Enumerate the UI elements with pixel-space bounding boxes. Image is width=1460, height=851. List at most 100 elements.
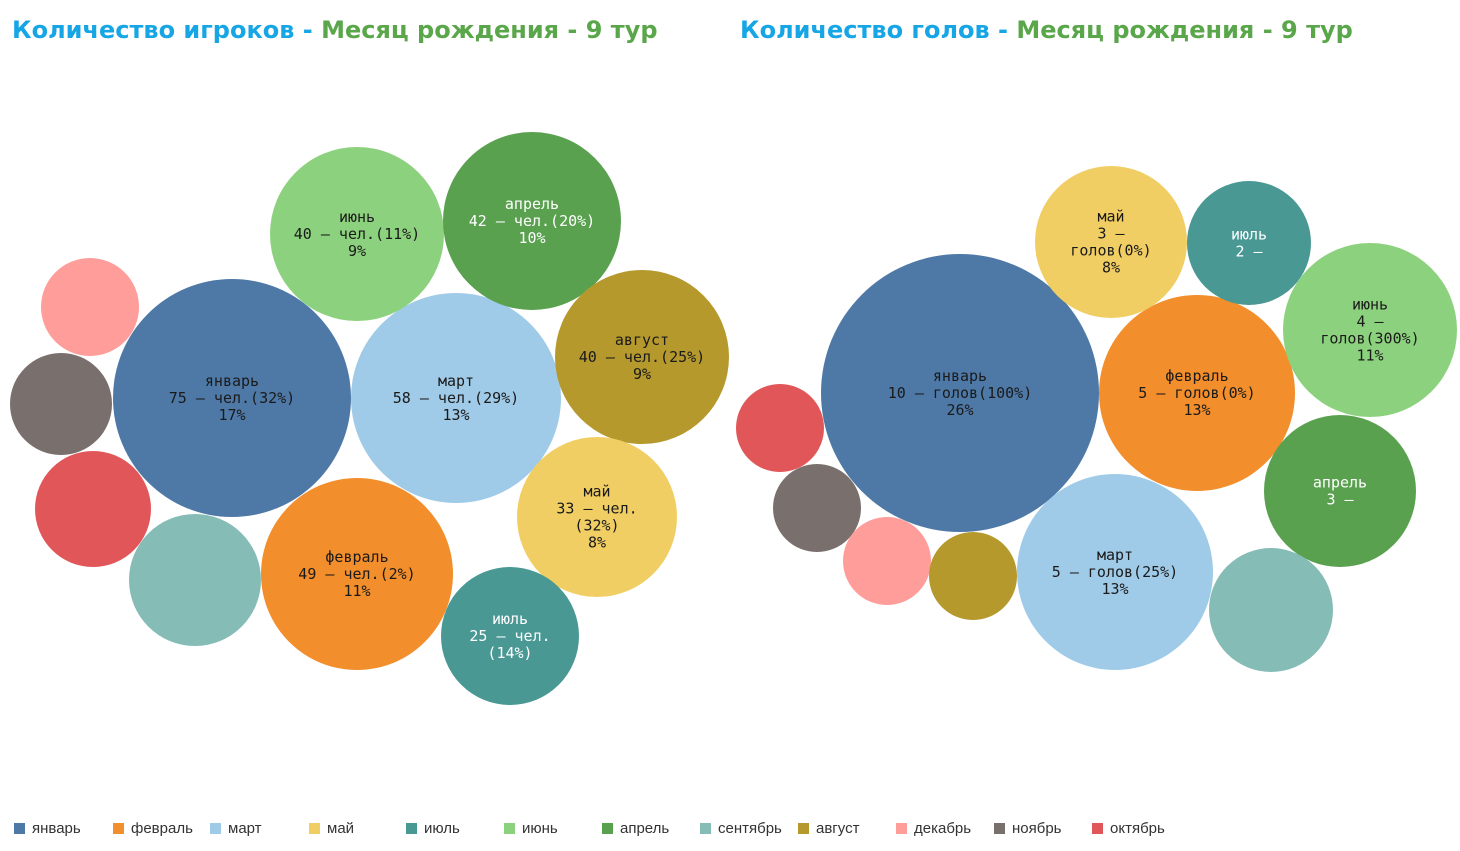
bubble-label: 75 – чел.(32%)	[169, 389, 295, 407]
legend-label: октябрь	[1110, 820, 1165, 837]
bubble-март[interactable]	[1017, 474, 1213, 670]
bubble-декабрь[interactable]	[41, 258, 139, 356]
bubble-label: июль	[492, 610, 528, 628]
legend-label: август	[816, 820, 860, 837]
bubble-label: 10 – голов(100%)	[888, 384, 1033, 402]
legend-label: сентябрь	[718, 820, 782, 837]
legend-swatch	[309, 823, 320, 834]
bubble-май[interactable]	[517, 437, 677, 597]
bubble-label: 13%	[1101, 580, 1128, 598]
bubble-label: июнь	[339, 208, 375, 226]
bubble-ноябрь[interactable]	[773, 464, 861, 552]
bubble-октябрь[interactable]	[35, 451, 151, 567]
bubble-label: 3 –	[1326, 491, 1354, 509]
bubble-май[interactable]	[1035, 166, 1187, 318]
legend-item[interactable]: январь	[14, 820, 81, 837]
legend-item[interactable]: февраль	[113, 820, 193, 837]
bubble-февраль[interactable]	[1099, 295, 1295, 491]
legend-swatch	[14, 823, 25, 834]
legend-swatch	[798, 823, 809, 834]
title-dimension: Месяц рождения - 9 тур	[1016, 16, 1353, 44]
legend-item[interactable]: август	[798, 820, 859, 837]
legend-swatch	[1092, 823, 1103, 834]
bubble-label: май	[583, 483, 610, 501]
bubble-июнь[interactable]	[1283, 243, 1457, 417]
bubble-label: январь	[205, 372, 259, 390]
bubble-октябрь[interactable]	[736, 384, 824, 472]
bubble-июль[interactable]	[1187, 181, 1311, 305]
bubble-июнь[interactable]	[270, 147, 444, 321]
bubble-label: 49 – чел.(2%)	[298, 565, 415, 583]
legend-label: июль	[424, 820, 460, 837]
bubble-апрель[interactable]	[443, 132, 621, 310]
legend-swatch	[700, 823, 711, 834]
bubble-декабрь[interactable]	[843, 517, 931, 605]
legend-item[interactable]: июнь	[504, 820, 558, 837]
bubble-label: март	[1097, 546, 1133, 564]
bubble-label: июль	[1231, 226, 1267, 244]
bubble-сентябрь[interactable]	[129, 514, 261, 646]
bubble-label: голов(300%)	[1320, 330, 1419, 348]
bubble-label: 33 – чел.	[556, 500, 637, 518]
bubble-label: апрель	[1313, 474, 1367, 492]
legend-item[interactable]: май	[309, 820, 354, 837]
legend-swatch	[994, 823, 1005, 834]
title-metric: Количество игроков	[12, 16, 295, 44]
bubble-февраль[interactable]	[261, 478, 453, 670]
bubble-апрель[interactable]	[1264, 415, 1416, 567]
bubble-label: голов(0%)	[1070, 242, 1151, 260]
title-dimension: Месяц рождения - 9 тур	[321, 16, 658, 44]
bubble-label: 2 –	[1235, 243, 1263, 261]
legend-item[interactable]: октябрь	[1092, 820, 1165, 837]
legend-label: июнь	[522, 820, 558, 837]
legend-item[interactable]: ноябрь	[994, 820, 1062, 837]
legend-label: декабрь	[914, 820, 972, 837]
bubble-label: 5 – голов(25%)	[1052, 563, 1178, 581]
bubble-label: 11%	[343, 582, 370, 600]
bubble-сентябрь[interactable]	[1209, 548, 1333, 672]
legend-label: апрель	[620, 820, 670, 837]
chart-title-goals: Количество голов - Месяц рождения - 9 ту…	[740, 16, 1353, 44]
bubble-март[interactable]	[351, 293, 561, 503]
bubble-label: 42 – чел.(20%)	[469, 212, 595, 230]
legend-item[interactable]: июль	[406, 820, 460, 837]
bubble-label: 40 – чел.(25%)	[579, 348, 705, 366]
bubble-август[interactable]	[555, 270, 729, 444]
bubble-label: 13%	[1183, 401, 1210, 419]
bubble-август[interactable]	[929, 532, 1017, 620]
legend-swatch	[406, 823, 417, 834]
bubble-label: 13%	[442, 406, 469, 424]
bubble-январь[interactable]	[821, 254, 1099, 532]
legend: январь февраль март май июль июнь апрель сентяб…	[14, 820, 1214, 838]
legend-label: январь	[32, 820, 81, 837]
bubble-label: 8%	[1102, 259, 1120, 277]
bubble-label: июнь	[1352, 296, 1388, 314]
legend-swatch	[210, 823, 221, 834]
legend-swatch	[896, 823, 907, 834]
bubble-label: 3 –	[1097, 225, 1125, 243]
bubble-label: 25 – чел.	[469, 627, 550, 645]
bubble-label: январь	[933, 367, 987, 385]
legend-swatch	[504, 823, 515, 834]
bubble-label: 26%	[946, 401, 973, 419]
legend-label: февраль	[131, 820, 193, 837]
legend-swatch	[113, 823, 124, 834]
bubble-label: 9%	[348, 242, 366, 260]
bubble-label: (14%)	[487, 644, 532, 662]
legend-item[interactable]: март	[210, 820, 262, 837]
bubble-label: 9%	[633, 365, 651, 383]
title-separator: -	[989, 16, 1017, 44]
bubble-label: 40 – чел.(11%)	[294, 225, 420, 243]
bubble-label: 17%	[218, 406, 245, 424]
bubble-июль[interactable]	[441, 567, 579, 705]
legend-item[interactable]: декабрь	[896, 820, 971, 837]
legend-item[interactable]: апрель	[602, 820, 669, 837]
bubble-январь[interactable]	[113, 279, 351, 517]
legend-label: ноябрь	[1012, 820, 1062, 837]
bubble-label: 8%	[588, 534, 606, 552]
title-metric: Количество голов	[740, 16, 990, 44]
legend-item[interactable]: сентябрь	[700, 820, 782, 837]
bubble-label: 4 –	[1356, 313, 1384, 331]
bubble-ноябрь[interactable]	[10, 353, 112, 455]
